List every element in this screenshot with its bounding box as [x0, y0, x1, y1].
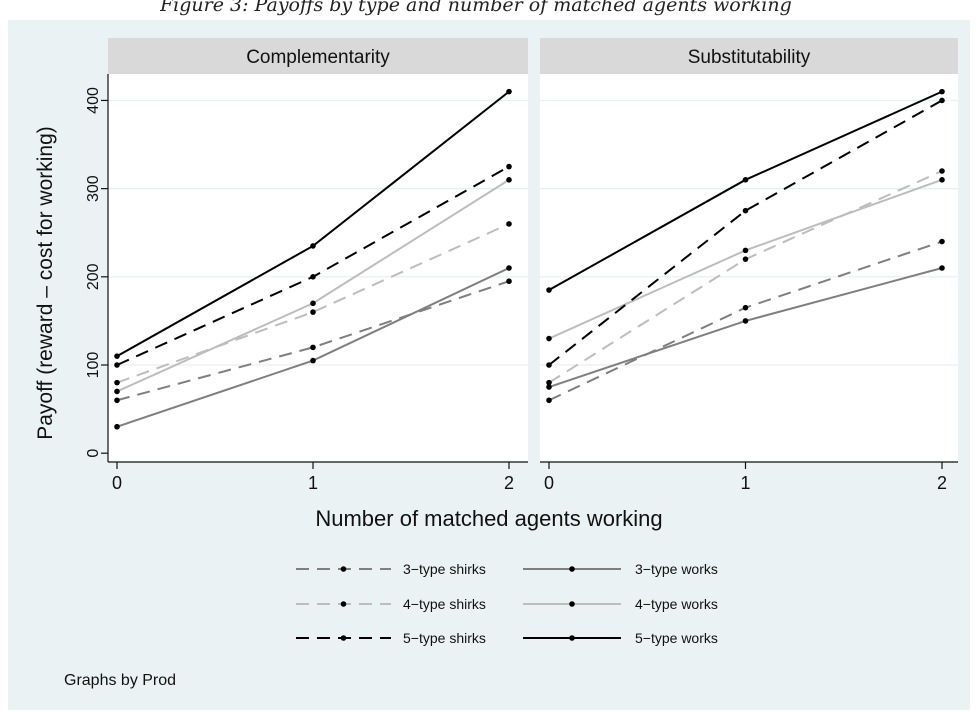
data-point	[939, 265, 945, 271]
data-point	[114, 379, 120, 386]
data-point	[506, 177, 512, 183]
legend-label: 4−type shirks	[403, 596, 486, 612]
data-point	[506, 265, 512, 271]
data-point	[114, 423, 120, 430]
data-point	[506, 88, 512, 95]
legend-swatch-marker	[340, 566, 347, 572]
x-tick-label: 0	[112, 473, 122, 493]
panel-substitutability: Substitutability 0 1 2	[540, 38, 958, 493]
data-point	[939, 177, 945, 183]
series-line	[116, 280, 510, 402]
series-5-type-works	[114, 88, 512, 359]
legend-item: 3−type shirks	[296, 561, 486, 577]
series-5-type-shirks	[546, 97, 945, 368]
data-point	[114, 397, 120, 404]
legend-label: 5−type works	[635, 630, 718, 646]
data-point	[546, 384, 552, 390]
data-point	[939, 97, 945, 104]
figure-caption: Figure 3: Payoffs by type and number of …	[160, 0, 792, 16]
legend-item: 5−type works	[523, 630, 718, 646]
x-tick-label: 1	[308, 473, 318, 493]
x-tick-label: 2	[937, 473, 947, 493]
data-point	[310, 300, 316, 307]
data-point	[310, 274, 316, 280]
legend-swatch-marker	[569, 566, 575, 572]
series-5-type-shirks	[114, 163, 512, 368]
legend-label: 3−type works	[635, 561, 718, 577]
data-point	[546, 362, 552, 368]
series-3-type-shirks	[114, 278, 512, 404]
data-point	[546, 335, 552, 342]
legend-label: 3−type shirks	[403, 561, 486, 577]
y-tick-label: 300	[85, 175, 102, 202]
x-tick-label: 1	[740, 473, 750, 493]
legend-label: 4−type works	[635, 596, 718, 612]
x-tick-label: 0	[544, 473, 554, 493]
series-4-type-works	[546, 177, 945, 342]
data-point	[114, 353, 120, 359]
plot-area	[108, 74, 528, 462]
legend-item: 5−type shirks	[296, 630, 486, 646]
y-tick-label: 100	[85, 352, 102, 379]
data-point	[310, 357, 316, 364]
data-point	[742, 247, 749, 254]
legend-label: 5−type shirks	[403, 630, 486, 646]
legend-item: 4−type works	[523, 596, 718, 612]
series-4-type-shirks	[114, 221, 512, 386]
data-point	[506, 278, 512, 285]
panel-title: Complementarity	[246, 47, 390, 68]
data-point	[310, 344, 316, 351]
legend-item: 3−type works	[523, 561, 718, 577]
y-axis-title: Payoff (reward – cost for working)	[34, 126, 57, 440]
x-axis-title: Number of matched agents working	[315, 506, 663, 531]
y-tick-label: 200	[85, 263, 102, 290]
y-tick-label: 0	[85, 449, 102, 458]
data-point	[742, 177, 749, 183]
series-4-type-works	[114, 177, 512, 395]
series-line	[116, 222, 510, 384]
data-point	[939, 168, 945, 174]
legend-item: 4−type shirks	[296, 596, 486, 612]
series-5-type-works	[546, 88, 945, 293]
plot-area	[540, 74, 958, 462]
data-point	[310, 243, 316, 249]
data-point	[546, 287, 552, 293]
data-point	[546, 379, 552, 386]
panel-header	[540, 38, 958, 74]
data-point	[310, 309, 316, 315]
data-point	[546, 397, 552, 404]
series-line	[548, 99, 943, 366]
legend-swatch-marker	[569, 635, 575, 641]
y-tick-label: 400	[85, 87, 102, 114]
x-tick-label: 2	[504, 473, 514, 493]
series-3-type-shirks	[546, 238, 945, 404]
series-3-type-works	[114, 265, 512, 430]
legend-swatch-marker	[340, 601, 347, 607]
data-point	[506, 221, 512, 227]
panel-header	[108, 38, 528, 74]
data-point	[939, 238, 945, 245]
data-point	[114, 388, 120, 395]
data-point	[742, 256, 749, 262]
data-point	[742, 304, 749, 311]
legend-swatch-marker	[569, 601, 575, 607]
panel-complementarity: Complementarity 0 100 200 300 400 0 1 2	[85, 38, 528, 493]
data-point	[742, 318, 749, 324]
data-point	[506, 163, 512, 170]
data-point	[939, 88, 945, 95]
legend-swatch-marker	[340, 635, 347, 641]
panel-title: Substitutability	[688, 47, 811, 68]
footer-note: Graphs by Prod	[64, 672, 177, 689]
data-point	[742, 207, 749, 214]
series-3-type-works	[546, 265, 945, 390]
series-4-type-shirks	[546, 168, 945, 386]
legend: 3−type shirks 3−type works 4−type shirks 4−…	[296, 561, 718, 646]
data-point	[114, 362, 120, 368]
